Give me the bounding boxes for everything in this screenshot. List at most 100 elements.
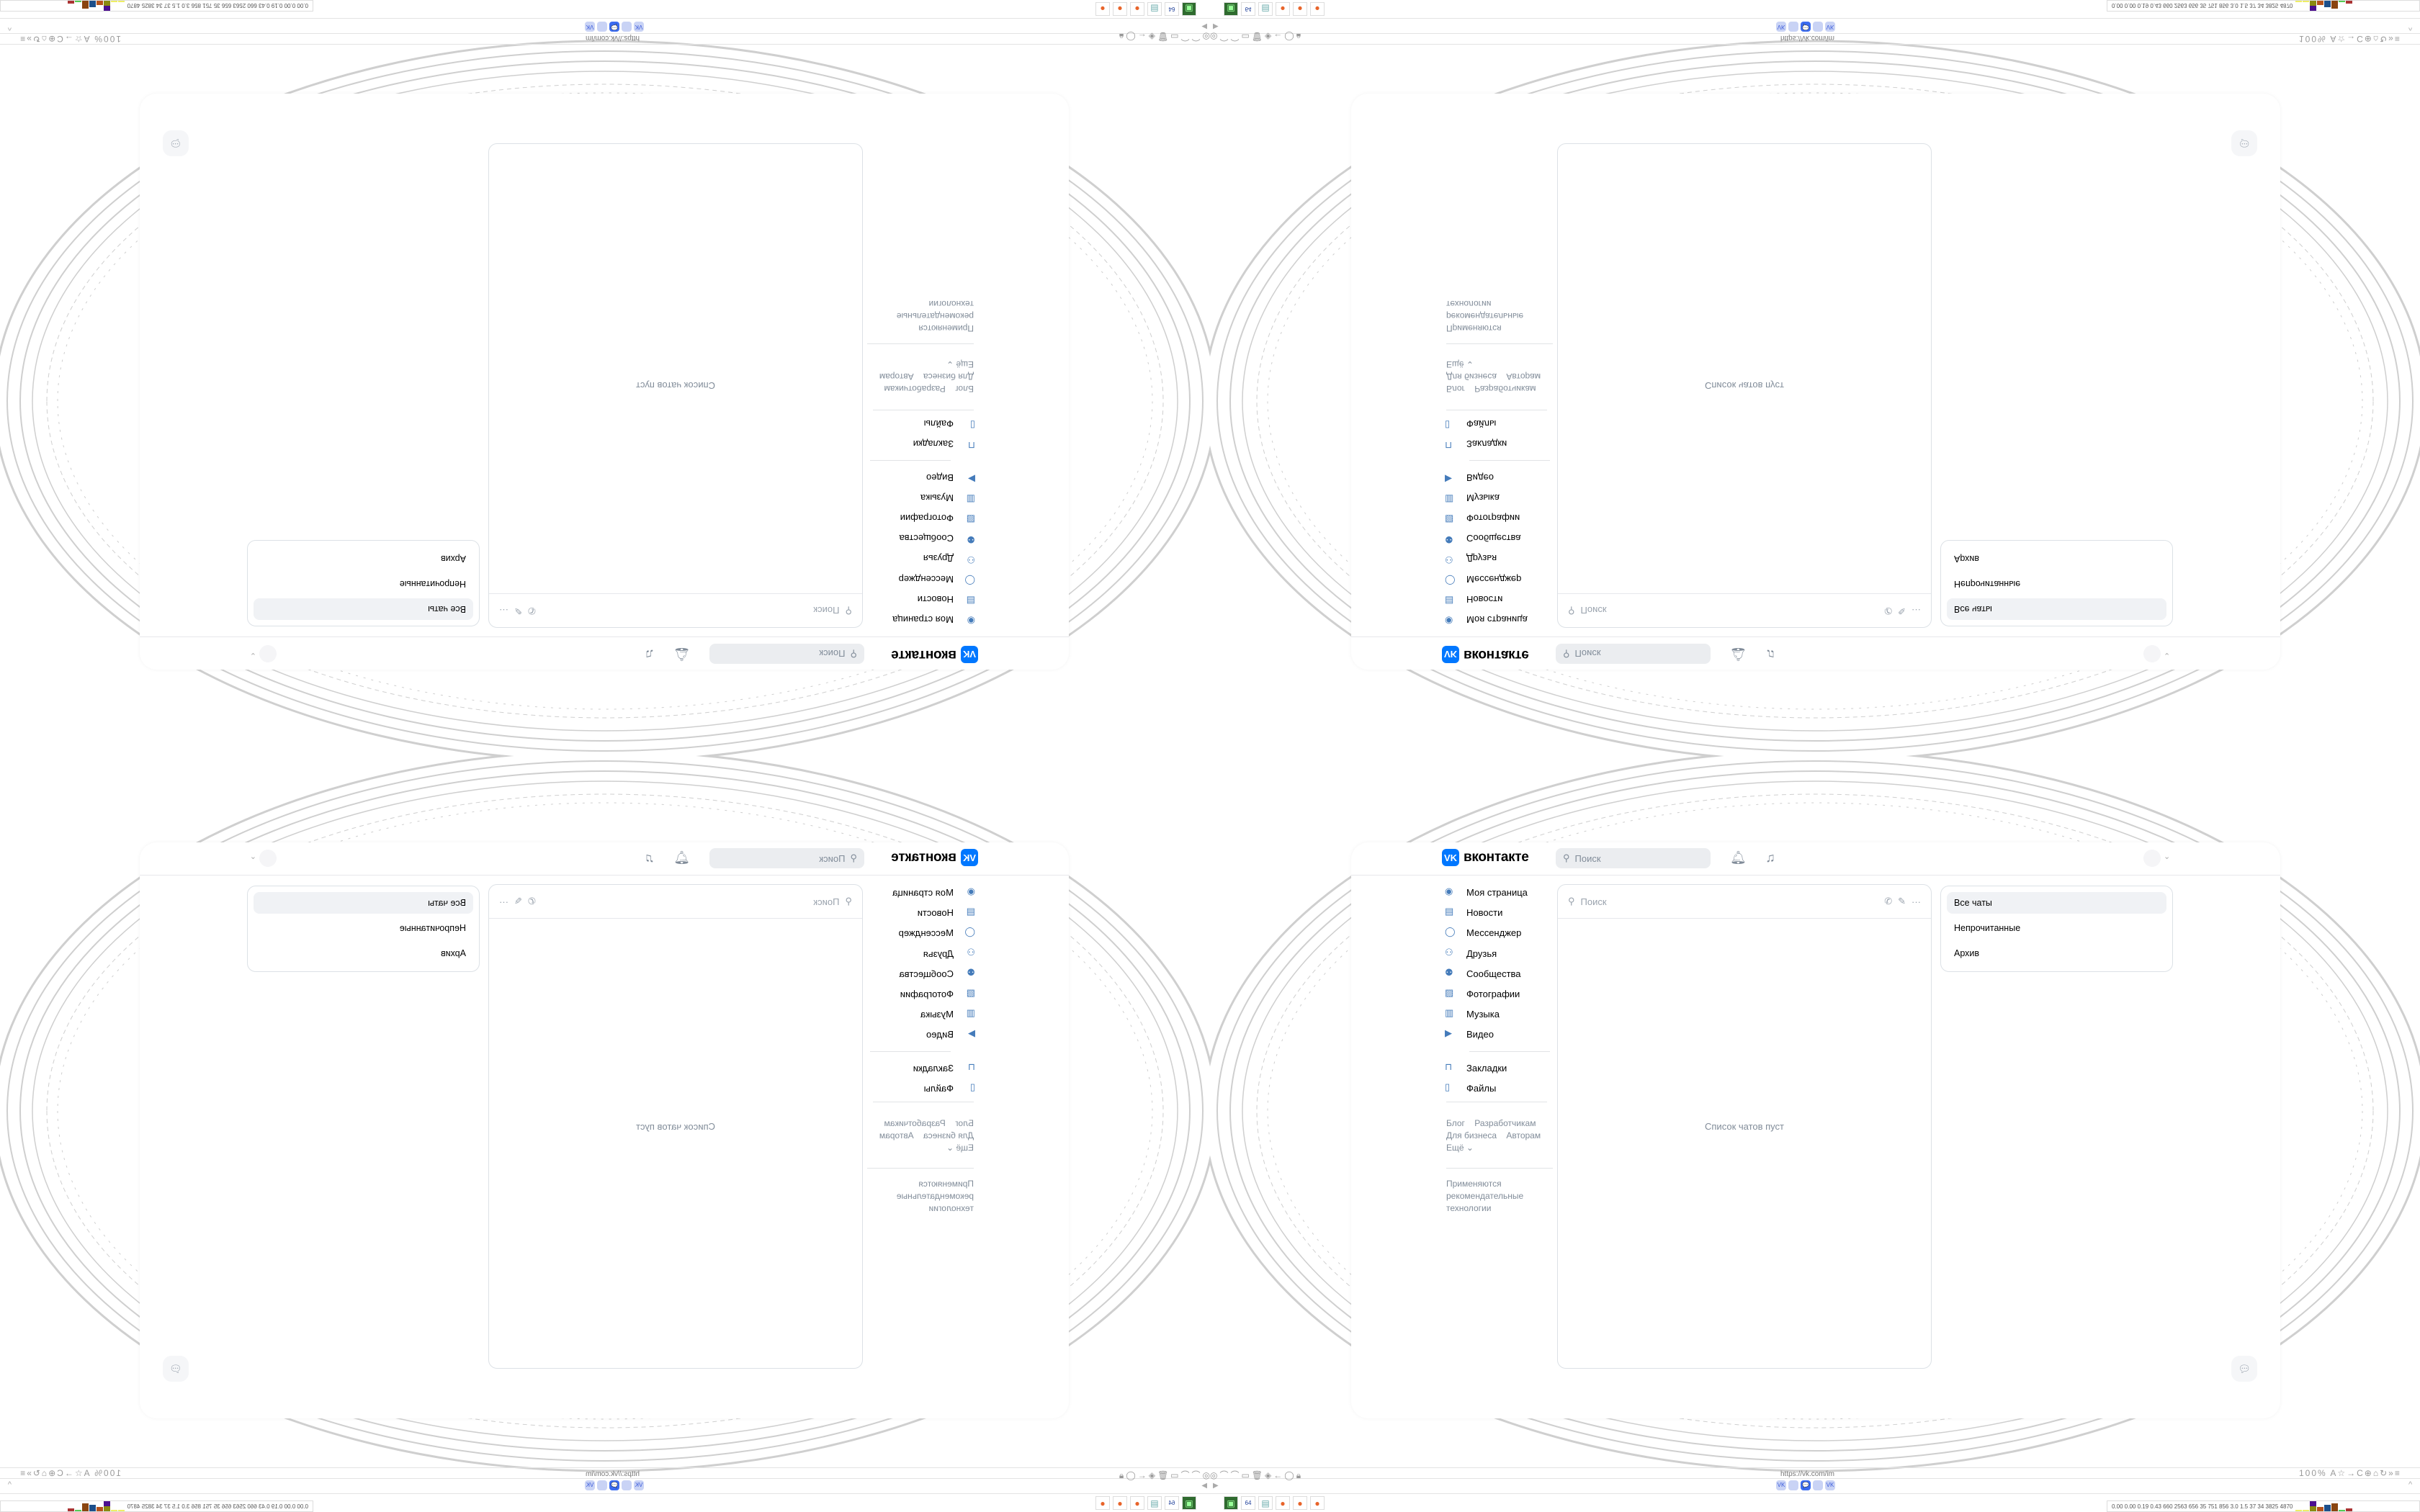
tab[interactable] [597,22,607,32]
firefox-icon[interactable]: ● [1276,2,1290,16]
link-authors[interactable]: Авторам [1506,372,1541,382]
sidebar-item[interactable]: ▶ Видео [1445,1027,1494,1041]
scroll-right-arrow[interactable]: ▶ [1201,1482,1207,1490]
floppy-64-icon[interactable]: 64 [1241,2,1255,16]
music-icon[interactable]: ♫ [1765,850,1775,865]
header-search-input[interactable]: ⚲ Поиск [709,644,864,664]
link-developers[interactable]: Разработчикам [1474,384,1536,394]
floppy-64-icon[interactable]: 64 [1241,1496,1255,1510]
toolbar-nav-icons[interactable]: ◎⌒⌒▭🗑︎◈←◯🔒︎ [1116,1470,1210,1480]
vk-logo[interactable]: VK вконтакте [891,849,978,866]
filter-all-chats[interactable]: Все чаты [254,598,473,620]
tab[interactable] [597,1480,607,1490]
notepad-icon[interactable]: ▤ [1147,1496,1162,1510]
vk-logo[interactable]: VK вконтакте [1442,849,1529,866]
drive-icon[interactable]: ▣ [1224,1496,1238,1510]
more-icon[interactable]: ··· [499,896,508,907]
sidebar-item[interactable]: ◉ Моя страница [1445,613,1528,627]
link-blog[interactable]: Блог [1446,1118,1465,1128]
sidebar-item[interactable]: ▨ Фотографии [900,511,975,526]
link-business[interactable]: Для бизнеса [923,372,974,382]
tab-messenger-active[interactable]: 💬 [609,1480,619,1490]
firefox-icon[interactable]: ● [1293,1496,1307,1510]
sidebar-item[interactable]: ⊓ Закладки [913,1061,975,1075]
filter-archive[interactable]: Архив [440,554,466,564]
chat-search-bar[interactable]: ⚲ Поиск ✆ ✎ ··· [489,885,862,919]
sidebar-item[interactable]: ⚇ Друзья [923,552,975,566]
avatar[interactable] [2143,850,2161,867]
firefox-icon[interactable]: ● [1095,2,1110,16]
link-more[interactable]: Ещё ⌄ [1446,359,1474,369]
zoom-level[interactable]: 100% [2299,34,2327,44]
filter-unread[interactable]: Непрочитанные [1954,579,2021,589]
tab[interactable] [622,1480,632,1490]
chevron-up-icon[interactable]: ^ [7,23,12,32]
more-icon[interactable]: ··· [499,605,508,616]
music-icon[interactable]: ♫ [1765,647,1775,662]
music-icon[interactable]: ♫ [645,647,655,662]
sidebar-item[interactable]: ◯ Мессенджер [899,572,975,587]
firefox-icon[interactable]: ● [1113,2,1127,16]
compose-icon[interactable]: ✎ [514,896,522,906]
tab-vk[interactable]: VK [1776,22,1786,32]
vk-logo[interactable]: VK вконтакте [891,646,978,663]
drive-icon[interactable]: ▣ [1224,2,1238,16]
bell-icon[interactable]: 🔔︎ [1730,850,1747,865]
filter-all-chats[interactable]: Все чаты [254,892,473,914]
tab-vk[interactable]: VK [634,1480,644,1490]
zoom-level[interactable]: 100% [93,34,121,44]
tab[interactable] [1813,22,1823,32]
sidebar-item[interactable]: ▥ Музыка [1445,1007,1500,1021]
sidebar-item[interactable]: ⊓ Закладки [913,437,975,451]
sidebar-item[interactable]: ▯ Файлы [1445,417,1496,431]
sidebar-item[interactable]: ▶ Видео [926,471,975,485]
firefox-icon[interactable]: ● [1095,1496,1110,1510]
zoom-level[interactable]: 100% [2299,1468,2327,1478]
more-icon[interactable]: ··· [1912,605,1921,616]
chat-search-bar[interactable]: ⚲ Поиск ✆ ✎ ··· [1558,593,1931,627]
sidebar-item[interactable]: ◉ Моя страница [1445,885,1528,899]
toolbar-nav-icons[interactable]: ◎⌒⌒▭🗑︎◈←◯🔒︎ [1210,1470,1304,1480]
chat-search-bar[interactable]: ⚲ Поиск ✆ ✎ ··· [489,593,862,627]
chevron-down-icon[interactable]: ⌄ [249,651,256,660]
tab-vk[interactable]: VK [1825,22,1835,32]
notepad-icon[interactable]: ▤ [1258,1496,1273,1510]
link-authors[interactable]: Авторам [879,1130,914,1140]
firefox-icon[interactable]: ● [1276,1496,1290,1510]
link-business[interactable]: Для бизнеса [1446,372,1497,382]
link-business[interactable]: Для бизнеса [1446,1130,1497,1140]
floppy-64-icon[interactable]: 64 [1165,1496,1179,1510]
chevron-down-icon[interactable]: ⌄ [2164,852,2171,861]
sidebar-item[interactable]: ⚉ Сообщества [1445,531,1521,546]
chat-bubble-button[interactable]: 💬︎ [163,1356,189,1382]
toolbar-right-icons[interactable]: 100% A☆→C⊕⌂↻»≡ [2299,1468,2401,1478]
tab-vk[interactable]: VK [585,22,595,32]
sidebar-item[interactable]: ◯ Мессенджер [1445,572,1521,587]
toolbar-right-icons[interactable]: 100% A☆→C⊕⌂↻»≡ [19,34,121,44]
chevron-up-icon[interactable]: ^ [7,1480,12,1489]
link-more[interactable]: Ещё ⌄ [946,1143,974,1153]
tab-messenger-active[interactable]: 💬 [1801,22,1811,32]
floppy-64-icon[interactable]: 64 [1165,2,1179,16]
tab[interactable] [622,22,632,32]
chat-bubble-button[interactable]: 💬︎ [2231,1356,2257,1382]
sidebar-item[interactable]: ▤ Новости [1445,593,1502,607]
sidebar-item[interactable]: ▨ Фотографии [1445,511,1520,526]
link-developers[interactable]: Разработчикам [884,384,946,394]
tab-vk[interactable]: VK [1776,1480,1786,1490]
filter-all-chats[interactable]: Все чаты [1947,598,2166,620]
tab-vk[interactable]: VK [634,22,644,32]
firefox-icon[interactable]: ● [1130,1496,1144,1510]
bell-icon[interactable]: 🔔︎ [673,850,690,865]
filter-all-chats[interactable]: Все чаты [1947,892,2166,914]
toolbar-right-icons[interactable]: 100% A☆→C⊕⌂↻»≡ [19,1468,121,1478]
sidebar-item[interactable]: ▥ Музыка [920,1007,975,1021]
sidebar-item[interactable]: ⊓ Закладки [1445,437,1507,451]
sidebar-item[interactable]: ▯ Файлы [1445,1081,1496,1095]
url-bar[interactable]: https://vk.com/im [585,1470,640,1478]
firefox-icon[interactable]: ● [1310,1496,1325,1510]
chat-bubble-button[interactable]: 💬︎ [2231,130,2257,156]
tab-messenger-active[interactable]: 💬 [609,22,619,32]
sidebar-item[interactable]: ◯ Мессенджер [1445,925,1521,940]
chat-search-bar[interactable]: ⚲ Поиск ✆ ✎ ··· [1558,885,1931,919]
